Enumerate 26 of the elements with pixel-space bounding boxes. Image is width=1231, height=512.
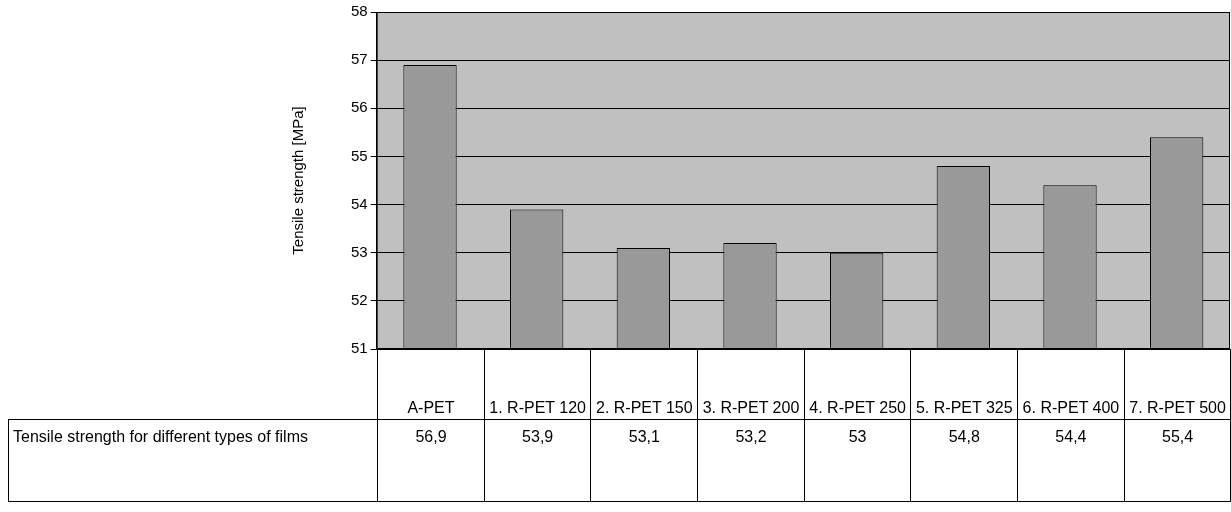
y-tick-label: 55 [351, 146, 368, 164]
y-tick-label: 58 [351, 2, 368, 20]
y-tick-label: 52 [351, 291, 368, 308]
data-label: 53,2 [697, 419, 805, 501]
x-tick-label: 1. R-PET 120 [484, 349, 591, 419]
y-tick-label: 53 [351, 242, 368, 260]
y-axis-title: Tensile strength [MPa] [289, 106, 307, 255]
data-label: 55,4 [1124, 419, 1231, 501]
x-tick-label: 7. R-PET 500 [1124, 349, 1231, 419]
y-tick-label: 56 [351, 98, 368, 116]
data-label: 56,9 [377, 419, 485, 501]
text: Tensile strength for different types of films [8, 419, 378, 501]
data-label: 53,1 [590, 419, 698, 501]
x-tick-label: 6. R-PET 400 [1017, 349, 1125, 419]
y-tick-label: 57 [351, 50, 368, 68]
x-tick-label: 2. R-PET 150 [590, 349, 698, 419]
x-tick-label: 3. R-PET 200 [697, 349, 805, 419]
data-label: 54,4 [1017, 419, 1125, 501]
data-label: 53,9 [484, 419, 591, 501]
x-tick-label: 5. R-PET 325 [910, 349, 1018, 419]
x-tick-label: A-PET [377, 349, 485, 419]
data-label: 54,8 [910, 419, 1018, 501]
y-tick-label: 54 [351, 194, 368, 212]
data-label: 53 [804, 419, 911, 501]
x-tick-label: 4. R-PET 250 [804, 349, 911, 419]
y-tick-label: 51 [351, 339, 368, 357]
